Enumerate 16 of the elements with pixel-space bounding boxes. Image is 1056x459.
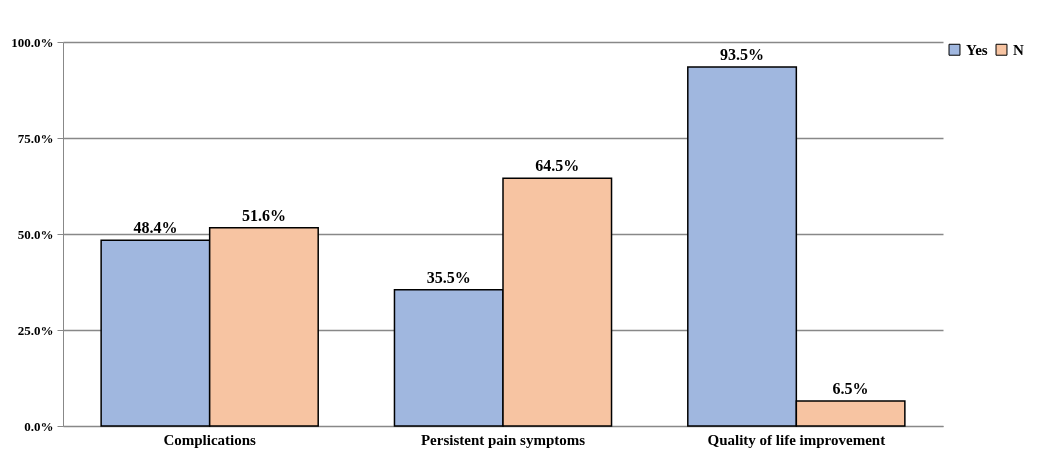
x-tick-label: Quality of life improvement bbox=[707, 431, 886, 448]
data-label: 48.4% bbox=[133, 219, 178, 237]
data-label: 6.5% bbox=[832, 380, 869, 398]
data-label: 51.6% bbox=[241, 206, 286, 224]
x-tick-label: Persistent pain symptoms bbox=[420, 431, 586, 448]
legend-label: Yes bbox=[966, 41, 988, 58]
y-tick-label: 75.0% bbox=[17, 130, 54, 146]
data-label: 35.5% bbox=[426, 268, 471, 286]
data-label: 64.5% bbox=[535, 157, 580, 175]
y-tick-label: 50.0% bbox=[17, 226, 54, 242]
legend-label: N bbox=[1013, 41, 1024, 58]
y-tick-label: 100.0% bbox=[11, 34, 54, 50]
data-label: 93.5% bbox=[720, 45, 765, 63]
y-tick-label: 25.0% bbox=[17, 322, 54, 338]
y-tick-label: 0.0% bbox=[24, 418, 54, 434]
x-tick-label: Complications bbox=[163, 431, 257, 448]
